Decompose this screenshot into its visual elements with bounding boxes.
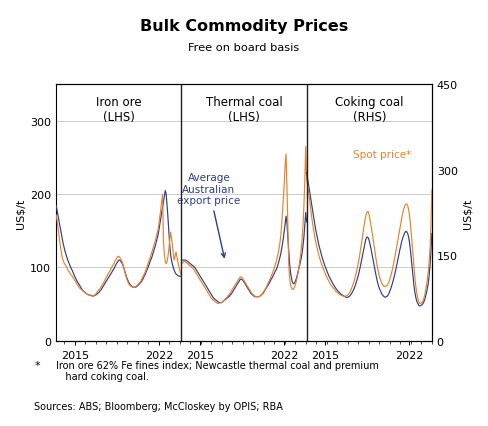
Text: Sources: ABS; Bloomberg; McCloskey by OPIS; RBA: Sources: ABS; Bloomberg; McCloskey by OP… <box>34 401 283 411</box>
Text: *: * <box>34 360 40 370</box>
Text: Spot price*: Spot price* <box>353 150 411 160</box>
Text: Iron ore
(LHS): Iron ore (LHS) <box>96 96 142 124</box>
Y-axis label: US$/t: US$/t <box>462 198 472 228</box>
Text: Thermal coal
(LHS): Thermal coal (LHS) <box>205 96 283 124</box>
Text: Free on board basis: Free on board basis <box>188 43 300 53</box>
Text: Bulk Commodity Prices: Bulk Commodity Prices <box>140 19 348 34</box>
Text: Iron ore 62% Fe fines index; Newcastle thermal coal and premium
   hard coking c: Iron ore 62% Fe fines index; Newcastle t… <box>56 360 379 382</box>
Text: Coking coal
(RHS): Coking coal (RHS) <box>335 96 404 124</box>
Text: Average
Australian
export price: Average Australian export price <box>177 173 241 258</box>
Y-axis label: US$/t: US$/t <box>16 198 26 228</box>
